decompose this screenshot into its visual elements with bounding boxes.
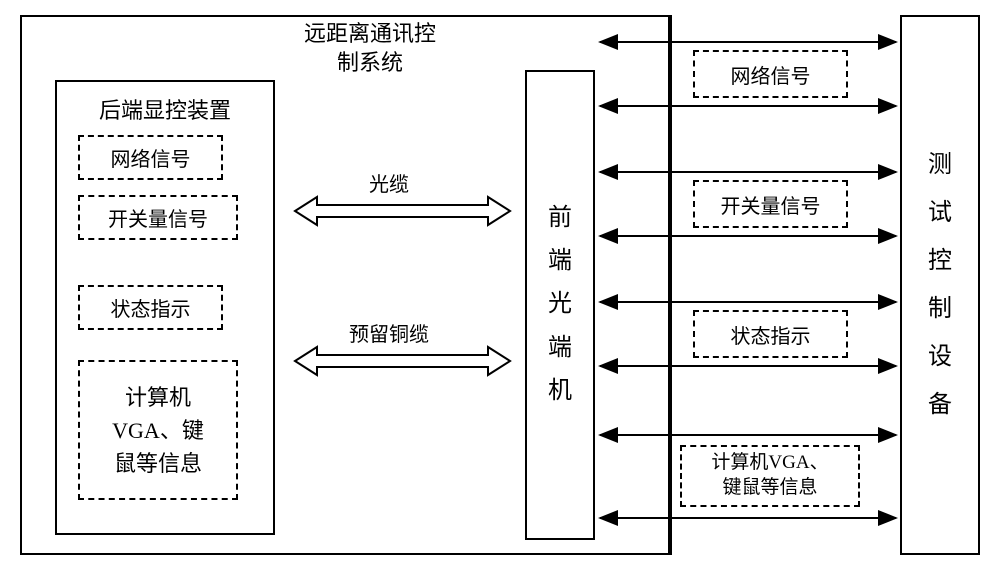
thin-arrows [0, 0, 1000, 586]
